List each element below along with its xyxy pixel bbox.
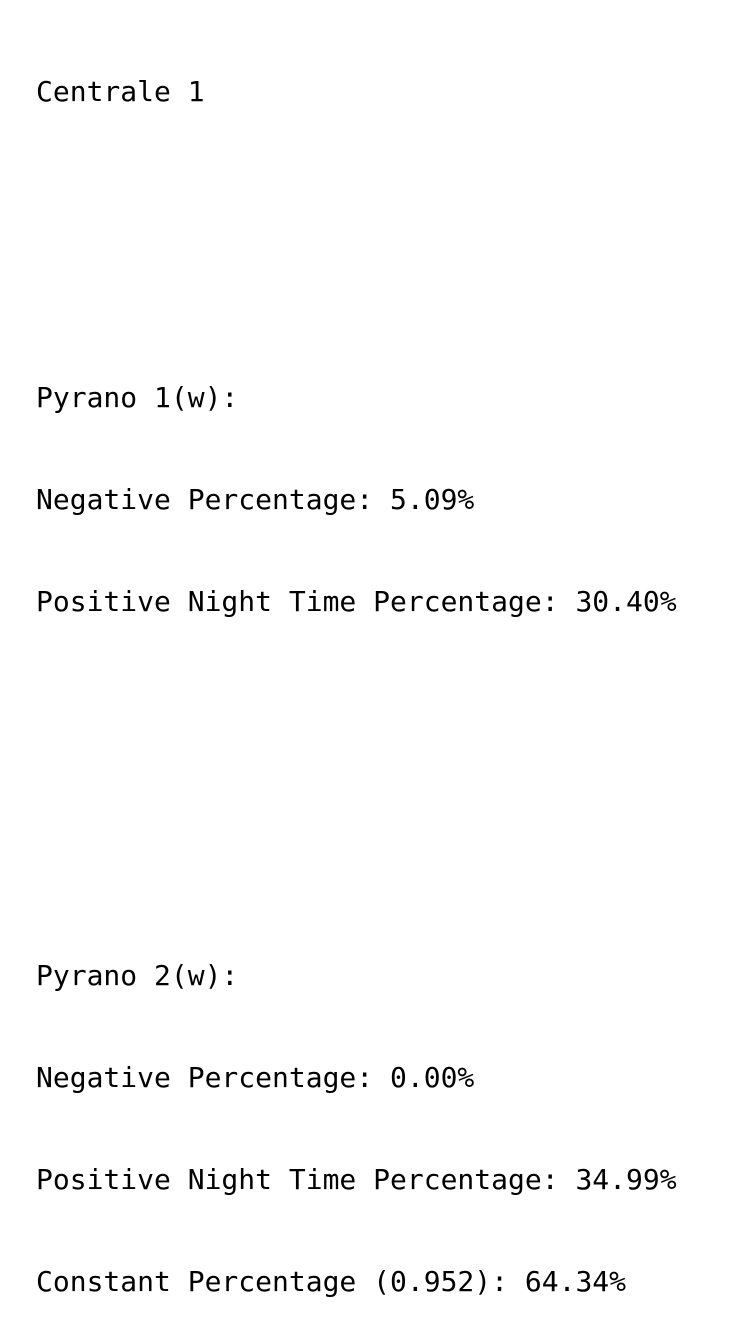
section-heading: Pyrano 2(w): xyxy=(36,959,239,992)
metric-line: Positive Night Time Percentage: 30.40% xyxy=(36,585,677,618)
metric-line: Positive Night Time Percentage: 34.99% xyxy=(36,1163,677,1196)
metric-line: Constant Percentage (0.952): 64.34% xyxy=(36,1265,627,1298)
section-pyrano-1: Pyrano 1(w): Negative Percentage: 5.09% … xyxy=(36,313,677,687)
report-title: Centrale 1 xyxy=(36,75,205,108)
report-text: Centrale 1 Pyrano 1(w): Negative Percent… xyxy=(36,7,677,1338)
spacer xyxy=(36,177,677,211)
section-pyrano-2: Pyrano 2(w): Negative Percentage: 0.00% … xyxy=(36,891,677,1338)
spacer xyxy=(36,755,677,789)
metric-line: Negative Percentage: 0.00% xyxy=(36,1061,475,1094)
section-heading: Pyrano 1(w): xyxy=(36,381,239,414)
metric-line: Negative Percentage: 5.09% xyxy=(36,483,475,516)
